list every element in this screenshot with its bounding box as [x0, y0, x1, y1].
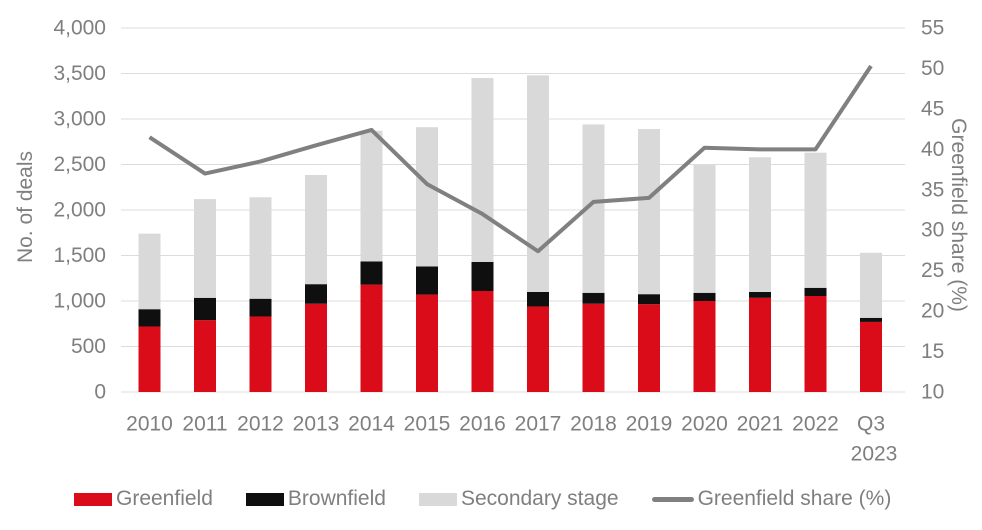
secondary-stage-swatch	[418, 492, 457, 506]
bar-segment-greenfield	[416, 294, 438, 392]
left-axis-tick-label: 500	[71, 335, 106, 358]
greenfield-share-line-swatch	[651, 496, 694, 502]
bar-segment-brownfield	[360, 261, 383, 285]
right-axis-tick-label: 10	[921, 381, 944, 404]
bar-segment-secondary	[693, 164, 716, 293]
right-axis-tick-label: 20	[921, 300, 944, 323]
x-axis-tick-label: 2020	[681, 413, 728, 436]
right-axis-tick-label: 50	[921, 57, 944, 80]
legend-item-secondary-stage: Secondary stage	[418, 487, 619, 511]
x-axis-tick-label: 2013	[293, 413, 340, 436]
bar-segment-brownfield	[249, 298, 272, 317]
x-axis-tick-label: Q3	[857, 413, 885, 436]
bar-segment-brownfield	[638, 294, 660, 305]
left-axis-title: No. of deals	[14, 150, 37, 264]
legend-item-greenfield: Greenfield	[74, 487, 213, 511]
bar-segment-greenfield	[471, 290, 494, 392]
x-axis-tick-label: 2015	[404, 413, 451, 436]
x-axis-tick-label: 2019	[626, 413, 673, 436]
bar-segment-brownfield	[138, 309, 161, 327]
right-axis-title: Greenfield share (%)	[947, 118, 970, 312]
right-axis-tick-label: 55	[921, 17, 944, 40]
right-axis-tick-label: 35	[921, 178, 944, 201]
chart-legend: Greenfield Brownfield Secondary stage Gr…	[74, 487, 891, 511]
left-axis-tick-label: 4,000	[53, 17, 106, 40]
bar-segment-brownfield	[527, 291, 549, 307]
bar-segment-greenfield	[860, 321, 882, 392]
x-axis-tick-label: 2010	[126, 413, 173, 436]
brownfield-swatch	[245, 492, 284, 506]
left-axis-tick-label: 0	[94, 381, 106, 404]
bar-segment-greenfield	[638, 304, 660, 392]
bar-segment-brownfield	[804, 287, 827, 296]
left-axis-tick-label: 3,000	[53, 108, 106, 131]
legend-label-greenfield-share: Greenfield share (%)	[697, 487, 892, 510]
x-axis-tick-label: 2021	[737, 413, 784, 436]
bar-segment-greenfield	[527, 306, 549, 392]
left-axis-tick-label: 1,500	[53, 244, 106, 267]
bar-segment-greenfield	[693, 301, 716, 392]
bar-segment-brownfield	[416, 266, 438, 295]
bar-segment-greenfield	[194, 320, 216, 392]
greenfield-share-line	[148, 64, 873, 254]
x-axis-tick-label: 2016	[459, 413, 506, 436]
legend-label-brownfield: Brownfield	[287, 487, 386, 510]
legend-item-greenfield-share: Greenfield share (%)	[651, 487, 892, 511]
legend-item-brownfield: Brownfield	[245, 487, 386, 511]
x-axis-tick-label: 2012	[237, 413, 284, 436]
bar-segment-secondary	[416, 127, 438, 267]
legend-label-greenfield: Greenfield	[116, 487, 213, 510]
legend-label-secondary-stage: Secondary stage	[460, 487, 619, 510]
left-axis-tick-label: 3,500	[53, 62, 106, 85]
bar-segment-secondary	[194, 199, 216, 298]
bar-segment-greenfield	[582, 303, 605, 392]
left-axis-tick-label: 1,000	[53, 290, 106, 313]
bar-segment-greenfield	[249, 316, 272, 392]
bar-segment-secondary	[804, 152, 827, 288]
bar-segment-greenfield	[804, 295, 827, 392]
bar-segment-secondary	[471, 78, 494, 262]
bar-segment-greenfield	[138, 326, 161, 392]
bar-segment-greenfield	[749, 297, 771, 392]
x-axis-tick-label: 2018	[570, 413, 617, 436]
bar-segment-brownfield	[860, 317, 882, 322]
bar-segment-brownfield	[471, 261, 494, 291]
bar-segment-secondary	[305, 174, 327, 285]
greenfield-swatch	[74, 492, 112, 506]
right-axis-tick-label: 15	[921, 340, 944, 363]
bar-segment-secondary	[360, 130, 383, 262]
bar-segment-secondary	[860, 252, 882, 318]
right-axis-tick-label: 30	[921, 219, 944, 242]
right-axis-tick-label: 25	[921, 259, 944, 282]
left-axis-tick-label: 2,500	[53, 153, 106, 176]
bar-segment-brownfield	[749, 291, 771, 298]
right-axis-tick-label: 40	[921, 138, 944, 161]
x-axis-tick-label: 2017	[515, 413, 562, 436]
bar-segment-secondary	[749, 157, 771, 292]
x-axis-tick-label: 2022	[792, 413, 839, 436]
bar-segment-brownfield	[693, 292, 716, 301]
bar-segment-brownfield	[305, 284, 327, 304]
x-axis-tick-label: 2011	[182, 413, 227, 436]
bar-segment-greenfield	[360, 284, 383, 392]
bar-segment-brownfield	[582, 292, 605, 304]
bar-segment-secondary	[638, 129, 660, 295]
left-axis-tick-label: 2,000	[53, 199, 106, 222]
bar-segment-secondary	[582, 124, 605, 293]
x-axis-tick-label: 2014	[348, 413, 395, 436]
x-axis-tick-label: 2023	[851, 443, 898, 466]
bar-segment-secondary	[527, 75, 549, 292]
bar-segment-secondary	[138, 233, 161, 310]
right-axis-tick-label: 45	[921, 97, 944, 120]
bar-segment-brownfield	[194, 297, 216, 321]
bar-segment-secondary	[249, 197, 272, 299]
bar-segment-greenfield	[305, 303, 327, 392]
